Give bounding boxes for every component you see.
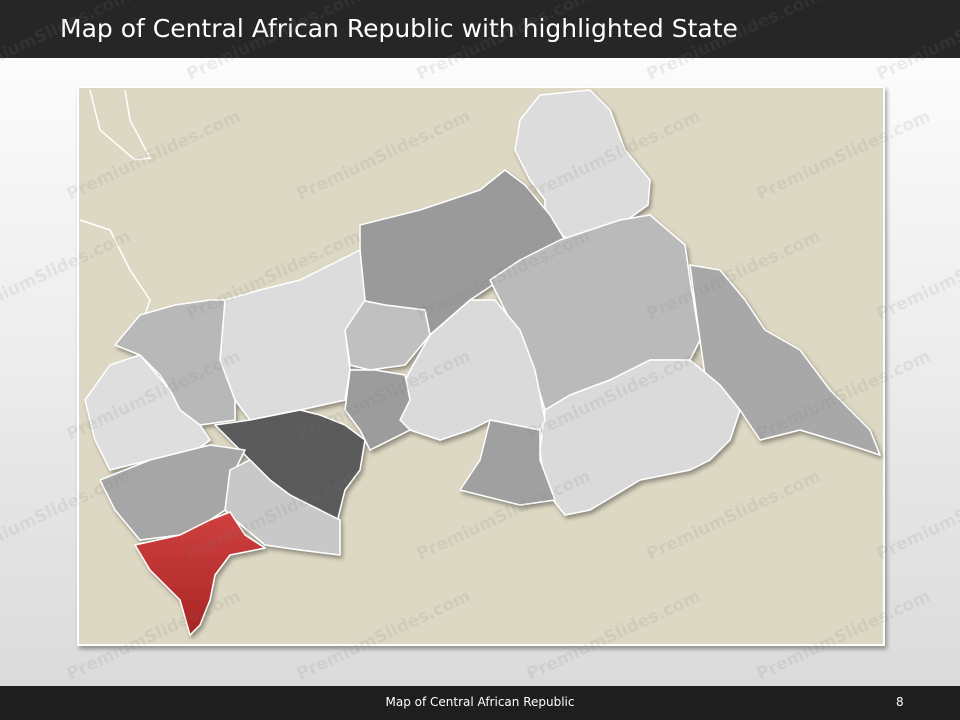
highlighted-region [134,511,266,636]
footer-bar: Map of Central African Republic 8 [0,686,960,720]
region [114,299,236,426]
map: PremiumSlides.com PremiumSlides.com Premiu… [0,0,960,685]
watermark: PremiumSlides.com [644,0,824,85]
page-number: 8 [896,695,904,709]
watermark: PremiumSlides.com [874,0,960,85]
border-line [79,219,151,331]
watermark: PremiumSlides.com [184,0,364,85]
title-bar: Map of Central African Republic with hig… [0,0,960,58]
watermark: PremiumSlides.com [874,226,960,324]
border-line [89,89,152,161]
region [84,354,211,471]
region [539,359,741,516]
regions [84,89,881,636]
footer-caption: Map of Central African Republic [385,695,575,709]
region [219,249,366,421]
watermark: PremiumSlides.com [0,0,134,85]
region [459,419,556,506]
region [344,369,411,451]
slide-title: Map of Central African Republic with hig… [60,14,738,43]
watermark: PremiumSlides.com [874,466,960,564]
watermark: PremiumSlides.com [414,0,594,85]
